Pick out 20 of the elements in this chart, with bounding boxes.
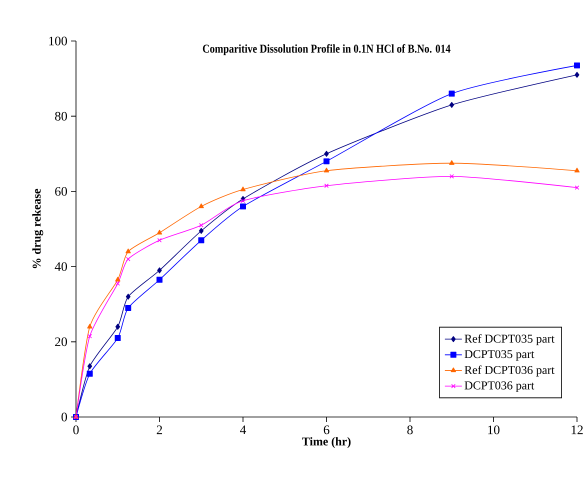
legend-label: DCPT036 part [464, 381, 534, 392]
x-tick-label: 2 [156, 426, 162, 434]
x-tick-label: 10 [488, 426, 500, 434]
y-tick-label: 0 [62, 412, 68, 422]
legend-label: Ref DCPT036 part [464, 365, 555, 376]
y-axis-title: % drug rekease [32, 188, 44, 268]
chart-title: Comparitive Dissolution Profile in 0.1N HCl of B.No. 014 [202, 44, 450, 56]
legend-label: Ref DCPT035 part [464, 334, 555, 346]
y-tick-label: 80 [55, 112, 68, 121]
x-tick-label: 12 [572, 426, 583, 434]
x-tick-label: 4 [240, 425, 246, 434]
x-tick-label: 8 [407, 426, 413, 434]
x-axis-title: Time (hr) [302, 437, 351, 448]
x-tick-label: 6 [324, 426, 330, 434]
legend-label: DCPT035 part [464, 350, 534, 361]
y-tick-label: 60 [55, 187, 68, 196]
x-tick-label: 0 [73, 426, 79, 434]
y-tick-label: 40 [54, 262, 68, 271]
y-tick-label: 100 [49, 36, 68, 46]
y-tick-label: 20 [55, 337, 68, 346]
